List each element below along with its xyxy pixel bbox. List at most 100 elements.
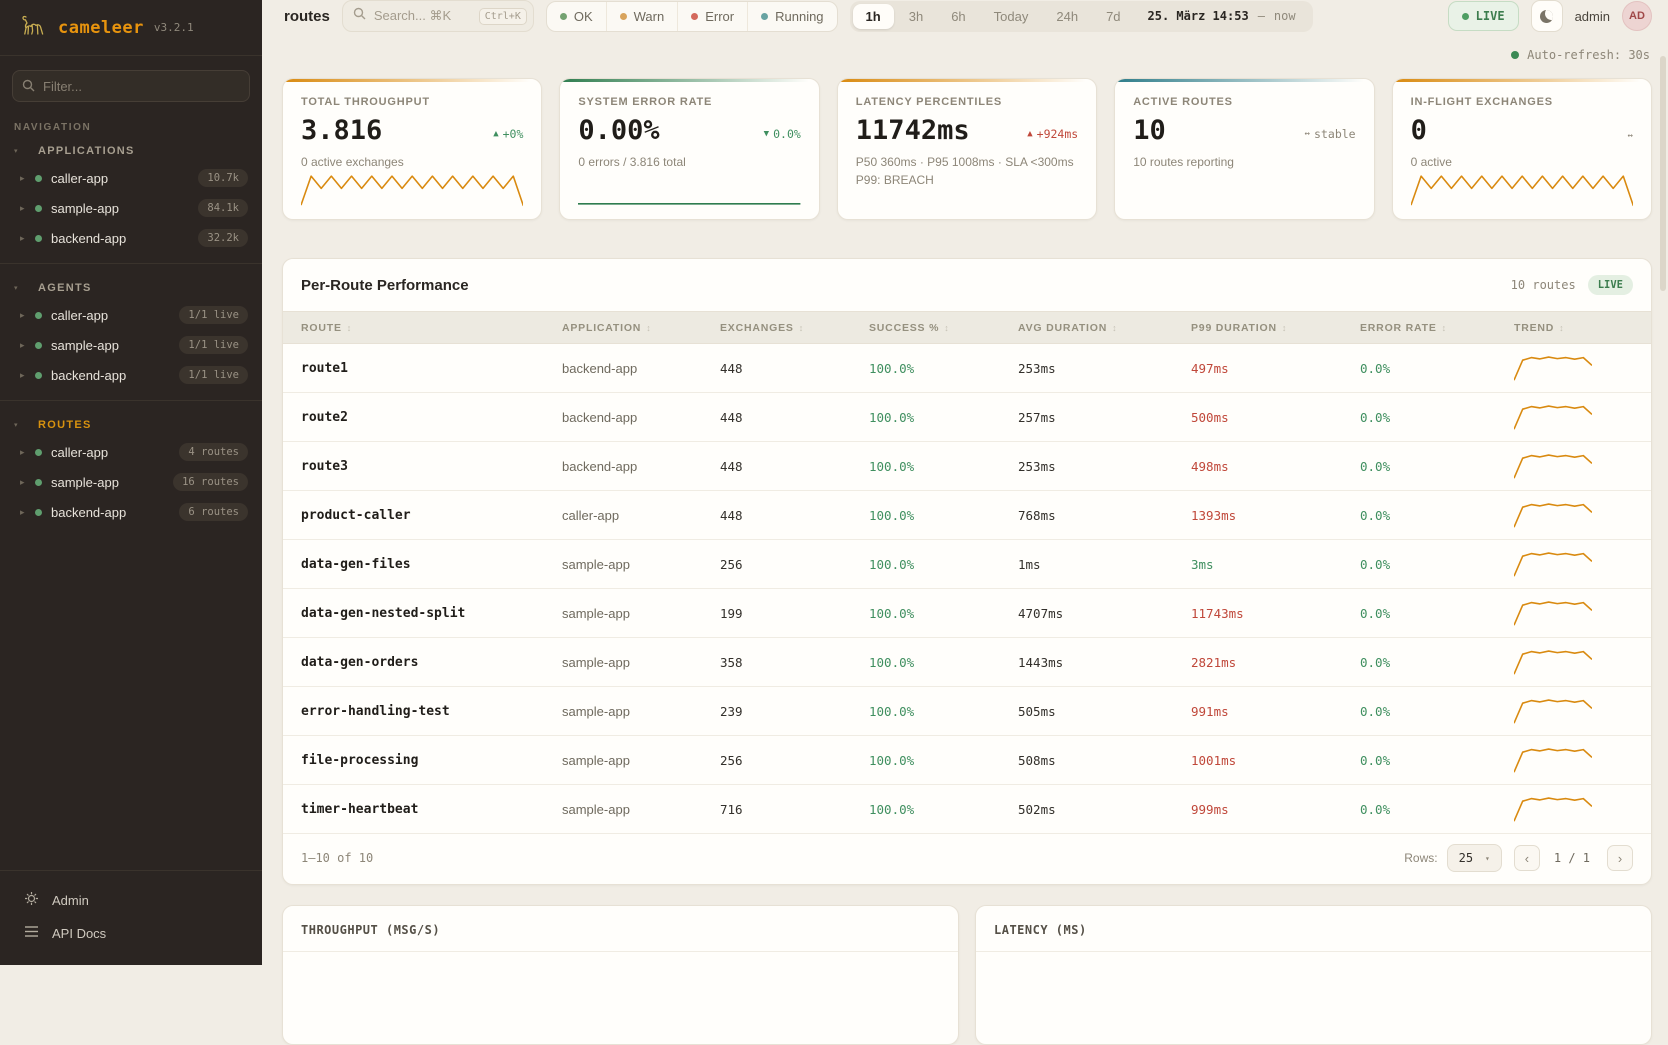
kpi-label: SYSTEM ERROR RATE <box>578 96 800 108</box>
date-to: now <box>1274 9 1296 23</box>
cell-exchanges: 448 <box>720 410 869 425</box>
status-dot-icon <box>35 479 42 486</box>
live-toggle-button[interactable]: LIVE <box>1448 1 1519 31</box>
cell-success: 100.0% <box>869 655 1018 670</box>
column-header-route[interactable]: ROUTE↕ <box>301 322 562 334</box>
next-page-button[interactable]: › <box>1607 845 1633 871</box>
sidebar-link-label: Admin <box>52 893 89 908</box>
sidebar-section-header-applications[interactable]: ▾APPLICATIONS <box>0 137 262 163</box>
kpi-value-row: 11742ms▲+924ms <box>856 117 1078 144</box>
sort-icon: ↕ <box>1559 323 1564 333</box>
column-header-error-rate[interactable]: ERROR RATE↕ <box>1360 322 1514 334</box>
cell-application: backend-app <box>562 361 720 376</box>
time-range-24h[interactable]: 24h <box>1043 4 1091 29</box>
cell-route: timer-heartbeat <box>301 802 562 817</box>
cell-p99-duration: 2821ms <box>1191 655 1360 670</box>
status-filter-ok[interactable]: OK <box>547 2 607 31</box>
sidebar-item-agents-backend-app[interactable]: ▸backend-app1/1 live <box>0 360 262 390</box>
table-title-row: Per-Route Performance 10 routes LIVE <box>283 259 1651 311</box>
sidebar-item-routes-caller-app[interactable]: ▸caller-app4 routes <box>0 437 262 467</box>
sidebar-section-header-agents[interactable]: ▾AGENTS <box>0 274 262 300</box>
sidebar-link-admin[interactable]: Admin <box>0 883 262 917</box>
sidebar-item-applications-backend-app[interactable]: ▸backend-app32.2k <box>0 223 262 253</box>
cell-success: 100.0% <box>869 802 1018 817</box>
cell-trend <box>1514 500 1633 530</box>
cell-error-rate: 0.0% <box>1360 606 1514 621</box>
table-row-product-caller[interactable]: product-callercaller-app448100.0%768ms13… <box>283 491 1651 540</box>
sort-icon: ↕ <box>347 323 352 333</box>
column-header-success[interactable]: SUCCESS %↕ <box>869 322 1018 334</box>
rows-per-page-select[interactable]: 25 ▾ <box>1447 844 1502 872</box>
sidebar-item-applications-caller-app[interactable]: ▸caller-app10.7k <box>0 163 262 193</box>
time-range-1h[interactable]: 1h <box>853 4 894 29</box>
table-row-route3[interactable]: route3backend-app448100.0%253ms498ms0.0% <box>283 442 1651 491</box>
avatar[interactable]: AD <box>1622 1 1652 31</box>
cell-avg-duration: 4707ms <box>1018 606 1191 621</box>
table-row-route2[interactable]: route2backend-app448100.0%257ms500ms0.0% <box>283 393 1651 442</box>
table-title: Per-Route Performance <box>301 277 469 294</box>
sparkline-chart <box>1514 402 1592 432</box>
table-row-data-gen-orders[interactable]: data-gen-orderssample-app358100.0%1443ms… <box>283 638 1651 687</box>
time-range-6h[interactable]: 6h <box>938 4 978 29</box>
cell-success: 100.0% <box>869 557 1018 572</box>
sidebar-item-agents-sample-app[interactable]: ▸sample-app1/1 live <box>0 330 262 360</box>
cell-avg-duration: 253ms <box>1018 459 1191 474</box>
sidebar-link-api-docs[interactable]: API Docs <box>0 917 262 949</box>
cell-application: sample-app <box>562 753 720 768</box>
status-dot-icon <box>691 13 698 20</box>
sidebar-item-agents-caller-app[interactable]: ▸caller-app1/1 live <box>0 300 262 330</box>
sidebar-item-applications-sample-app[interactable]: ▸sample-app84.1k <box>0 193 262 223</box>
status-filter-running[interactable]: Running <box>748 2 836 31</box>
status-filter-label: OK <box>574 9 593 24</box>
camel-logo-icon <box>18 13 48 42</box>
status-dot-icon <box>35 175 42 182</box>
status-filter-warn[interactable]: Warn <box>607 2 679 31</box>
theme-toggle-button[interactable] <box>1531 0 1563 32</box>
table-row-file-processing[interactable]: file-processingsample-app256100.0%508ms1… <box>283 736 1651 785</box>
kpi-sparkline <box>578 171 800 209</box>
cell-route: route3 <box>301 459 562 474</box>
sidebar-item-label: backend-app <box>51 231 198 246</box>
status-filter-error[interactable]: Error <box>678 2 748 31</box>
sidebar-item-label: caller-app <box>51 308 179 323</box>
time-range-today[interactable]: Today <box>981 4 1042 29</box>
moon-icon <box>1540 10 1553 23</box>
sidebar-divider <box>0 400 262 401</box>
table-row-route1[interactable]: route1backend-app448100.0%253ms497ms0.0% <box>283 344 1651 393</box>
cell-p99-duration: 1001ms <box>1191 753 1360 768</box>
kpi-accent-bar <box>838 79 1096 82</box>
kpi-value: 3.816 <box>301 117 382 144</box>
cell-exchanges: 716 <box>720 802 869 817</box>
sparkline-chart <box>1514 696 1592 726</box>
table-row-error-handling-test[interactable]: error-handling-testsample-app239100.0%50… <box>283 687 1651 736</box>
scrollbar-thumb[interactable] <box>1660 56 1666 291</box>
brand-version: v3.2.1 <box>154 21 194 34</box>
date-range[interactable]: 25. März 14:53 – now <box>1134 9 1310 23</box>
kpi-card-latency-percentiles: LATENCY PERCENTILES11742ms▲+924msP50 360… <box>837 78 1097 220</box>
sidebar-item-routes-sample-app[interactable]: ▸sample-app16 routes <box>0 467 262 497</box>
table-row-data-gen-nested-split[interactable]: data-gen-nested-splitsample-app199100.0%… <box>283 589 1651 638</box>
cell-success: 100.0% <box>869 704 1018 719</box>
column-header-trend[interactable]: TREND↕ <box>1514 322 1633 334</box>
column-header-exchanges[interactable]: EXCHANGES↕ <box>720 322 869 334</box>
sparkline-chart <box>1514 598 1592 628</box>
sidebar-filter-input[interactable] <box>12 70 250 102</box>
status-filter-group: OK WarnError Running <box>546 1 838 32</box>
kpi-label: TOTAL THROUGHPUT <box>301 96 523 108</box>
sidebar-item-badge: 1/1 live <box>179 306 248 324</box>
table-row-timer-heartbeat[interactable]: timer-heartbeatsample-app716100.0%502ms9… <box>283 785 1651 834</box>
column-header-p99-duration[interactable]: P99 DURATION↕ <box>1191 322 1360 334</box>
sparkline-chart <box>1514 353 1592 383</box>
logo[interactable]: cameleer v3.2.1 <box>0 0 262 56</box>
time-range-3h[interactable]: 3h <box>896 4 936 29</box>
sidebar-section-header-routes[interactable]: ▾ROUTES <box>0 411 262 437</box>
status-filter-label: Running <box>775 9 823 24</box>
time-range-7d[interactable]: 7d <box>1093 4 1133 29</box>
column-header-application[interactable]: APPLICATION↕ <box>562 322 720 334</box>
sidebar-item-routes-backend-app[interactable]: ▸backend-app6 routes <box>0 497 262 527</box>
column-header-avg-duration[interactable]: AVG DURATION↕ <box>1018 322 1191 334</box>
table-row-data-gen-files[interactable]: data-gen-filessample-app256100.0%1ms3ms0… <box>283 540 1651 589</box>
search-box[interactable]: Search... ⌘K Ctrl+K <box>342 0 534 32</box>
sidebar-filter <box>12 70 250 102</box>
previous-page-button[interactable]: ‹ <box>1514 845 1540 871</box>
